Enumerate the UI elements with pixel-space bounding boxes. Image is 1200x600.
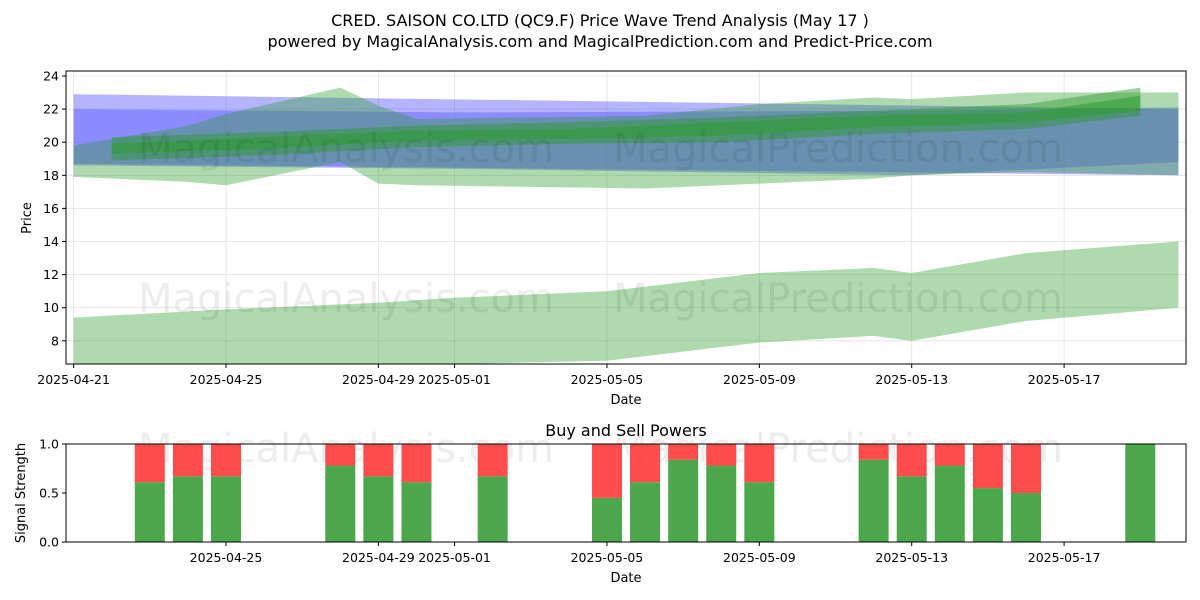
buy-bar <box>591 497 622 542</box>
watermark-analysis-mid: MagicalAnalysis.com <box>138 276 554 322</box>
price-x-axis-label: Date <box>610 393 641 408</box>
sell-bar <box>1011 444 1041 493</box>
price-x-tick-label: 2025-05-01 <box>418 372 491 387</box>
price-y-tick-label: 12 <box>43 267 59 282</box>
signal-bars <box>134 444 1156 542</box>
buy-bar <box>744 482 775 542</box>
price-y-tick-label: 22 <box>43 102 59 117</box>
sell-bar <box>477 444 508 477</box>
sell-bar <box>858 444 889 460</box>
price-y-tick-label: 18 <box>43 168 59 183</box>
watermark-prediction-mid: MagicalPrediction.com <box>613 276 1063 322</box>
price-x-ticks: 2025-04-21 2025-04-25 2025-04-29 2025-05-01… <box>37 364 1100 387</box>
sell-bar <box>896 444 927 477</box>
buy-bar <box>630 482 661 542</box>
band-green-wave-upper <box>73 87 1179 189</box>
band-green-lower-projection <box>73 241 1179 364</box>
price-y-tick-label: 8 <box>51 333 59 348</box>
band-green-trend-core <box>111 95 1141 154</box>
chart-subtitle: powered by MagicalAnalysis.com and Magic… <box>267 32 932 51</box>
buy-bar <box>668 459 699 542</box>
price-grid <box>66 71 1186 364</box>
watermark-prediction-top: MagicalPrediction.com <box>613 126 1063 172</box>
signal-y-tick-label: 0.5 <box>39 486 59 501</box>
sell-bar <box>972 444 1003 489</box>
buy-bar <box>134 482 165 542</box>
sell-bar <box>134 444 165 483</box>
sell-bar <box>363 444 394 477</box>
signal-x-tick-label: 2025-05-05 <box>571 550 644 565</box>
signal-y-ticks: 0.0 0.5 1.0 <box>39 437 66 550</box>
sell-bar <box>591 444 622 498</box>
price-bands <box>73 87 1179 364</box>
sell-bar <box>744 444 775 483</box>
signal-x-tick-label: 2025-04-25 <box>190 550 263 565</box>
price-x-tick-label: 2025-05-09 <box>723 372 796 387</box>
signal-x-tick-label: 2025-04-29 <box>342 550 415 565</box>
signal-y-tick-label: 1.0 <box>39 437 59 452</box>
sell-bar <box>934 444 965 466</box>
price-y-tick-label: 14 <box>43 234 59 249</box>
buy-bar <box>1011 493 1041 542</box>
sell-bar <box>668 444 699 460</box>
price-band-group <box>73 87 1179 364</box>
price-panel: MagicalAnalysis.com MagicalPrediction.co… <box>20 68 1187 408</box>
sell-bar <box>401 444 432 483</box>
signal-axes-frame <box>65 443 1187 543</box>
price-x-tick-label: 2025-05-17 <box>1028 372 1101 387</box>
price-axes-frame <box>65 70 1187 365</box>
buy-bar <box>934 465 965 542</box>
price-y-tick-label: 10 <box>43 300 59 315</box>
buy-bar <box>896 476 927 542</box>
buy-bar <box>706 465 737 542</box>
signal-y-axis-label: Signal Strength <box>14 443 29 543</box>
buy-bar <box>172 476 203 542</box>
buy-bar <box>325 465 356 542</box>
price-y-tick-label: 16 <box>43 201 59 216</box>
buy-bar <box>972 488 1003 542</box>
signal-panel-title: Buy and Sell Powers <box>545 421 707 440</box>
signal-panel: Buy and Sell Powers MagicalAnalysis.com … <box>14 421 1187 586</box>
price-y-axis-label: Price <box>20 202 35 234</box>
sell-bar <box>630 444 661 483</box>
price-y-tick-label: 24 <box>43 68 59 83</box>
chart-title: CRED. SAISON CO.LTD (QC9.F) Price Wave T… <box>331 11 869 30</box>
price-x-tick-label: 2025-04-21 <box>37 372 110 387</box>
buy-bar <box>211 476 241 542</box>
signal-x-tick-label: 2025-05-09 <box>723 550 796 565</box>
sell-bar <box>325 444 356 466</box>
buy-bar <box>1125 444 1156 542</box>
price-x-tick-label: 2025-05-13 <box>875 372 948 387</box>
signal-x-tick-label: 2025-05-13 <box>875 550 948 565</box>
price-y-tick-label: 20 <box>43 135 59 150</box>
price-y-ticks: 8 10 12 14 16 18 20 22 24 <box>43 68 66 348</box>
signal-x-tick-label: 2025-05-01 <box>418 550 491 565</box>
signal-x-tick-label: 2025-05-17 <box>1028 550 1101 565</box>
buy-bar <box>363 476 394 542</box>
signal-x-axis-label: Date <box>610 571 641 586</box>
sell-bar <box>172 444 203 477</box>
sell-bar <box>211 444 241 477</box>
price-x-tick-label: 2025-04-25 <box>190 372 263 387</box>
price-x-tick-label: 2025-04-29 <box>342 372 415 387</box>
signal-x-ticks: 2025-04-25 2025-04-29 2025-05-01 2025-05-05… <box>190 542 1101 565</box>
price-x-tick-label: 2025-05-05 <box>571 372 644 387</box>
buy-bar <box>401 482 432 542</box>
buy-bar <box>477 476 508 542</box>
buy-bar <box>858 459 889 542</box>
watermark-analysis-top: MagicalAnalysis.com <box>138 126 554 172</box>
signal-y-tick-label: 0.0 <box>39 535 59 550</box>
sell-bar <box>706 444 737 466</box>
